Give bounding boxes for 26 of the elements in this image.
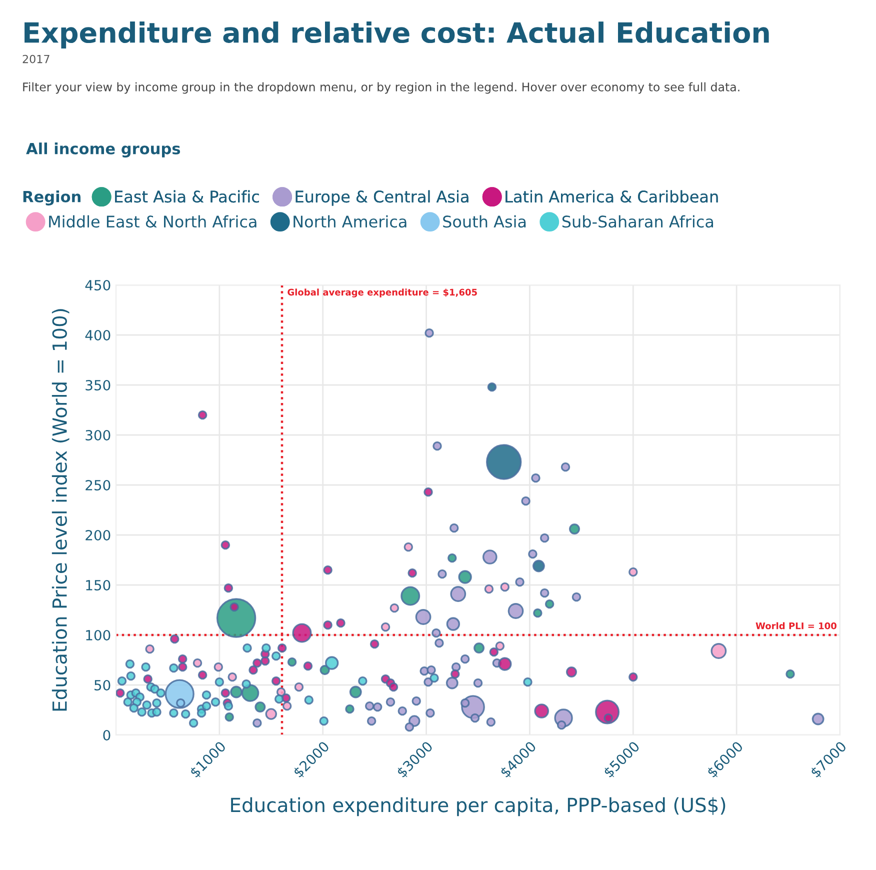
- legend-label: South Asia: [443, 215, 526, 228]
- y-tick-label: 250: [86, 480, 110, 490]
- y-tick-label: 300: [86, 430, 110, 440]
- chart-title: Expenditure and relative cost: Actual Education: [24, 22, 769, 48]
- legend-label: Middle East & North Africa: [49, 215, 256, 228]
- legend-title: Region: [23, 190, 80, 206]
- legend-label: East Asia & Pacific: [115, 190, 259, 203]
- y-tick-label: 150: [86, 580, 110, 590]
- ref-line-label: World PLI = 100: [756, 622, 836, 630]
- y-tick-label: 400: [85, 330, 110, 340]
- text: All income groups: [26, 142, 180, 158]
- chart-subtitle: 2017: [22, 54, 50, 64]
- legend-label: Sub-Saharan Africa: [562, 215, 714, 228]
- y-tick-label: 200: [86, 530, 110, 540]
- legend-label: Europe & Central Asia: [296, 190, 468, 206]
- text: Filter your view by income group in the dropdown menu, or by region in the legend. Hover over economy to see full data.: [23, 82, 740, 94]
- y-axis-title: Education Price level index (World = 100): [52, 309, 70, 711]
- y-tick-label: 450: [85, 280, 110, 290]
- y-tick-label: 50: [94, 680, 110, 690]
- y-tick-label: 350: [86, 380, 110, 390]
- y-tick-label: 0: [103, 730, 110, 740]
- legend-label: North America: [294, 215, 406, 228]
- legend-label: Latin America & Caribbean: [506, 190, 718, 203]
- ref-line-label: Global average expenditure = $1,605: [288, 288, 477, 298]
- y-tick-label: 100: [86, 630, 110, 640]
- x-axis-title: Education expenditure per capita, PPP-based (US$): [231, 797, 726, 816]
